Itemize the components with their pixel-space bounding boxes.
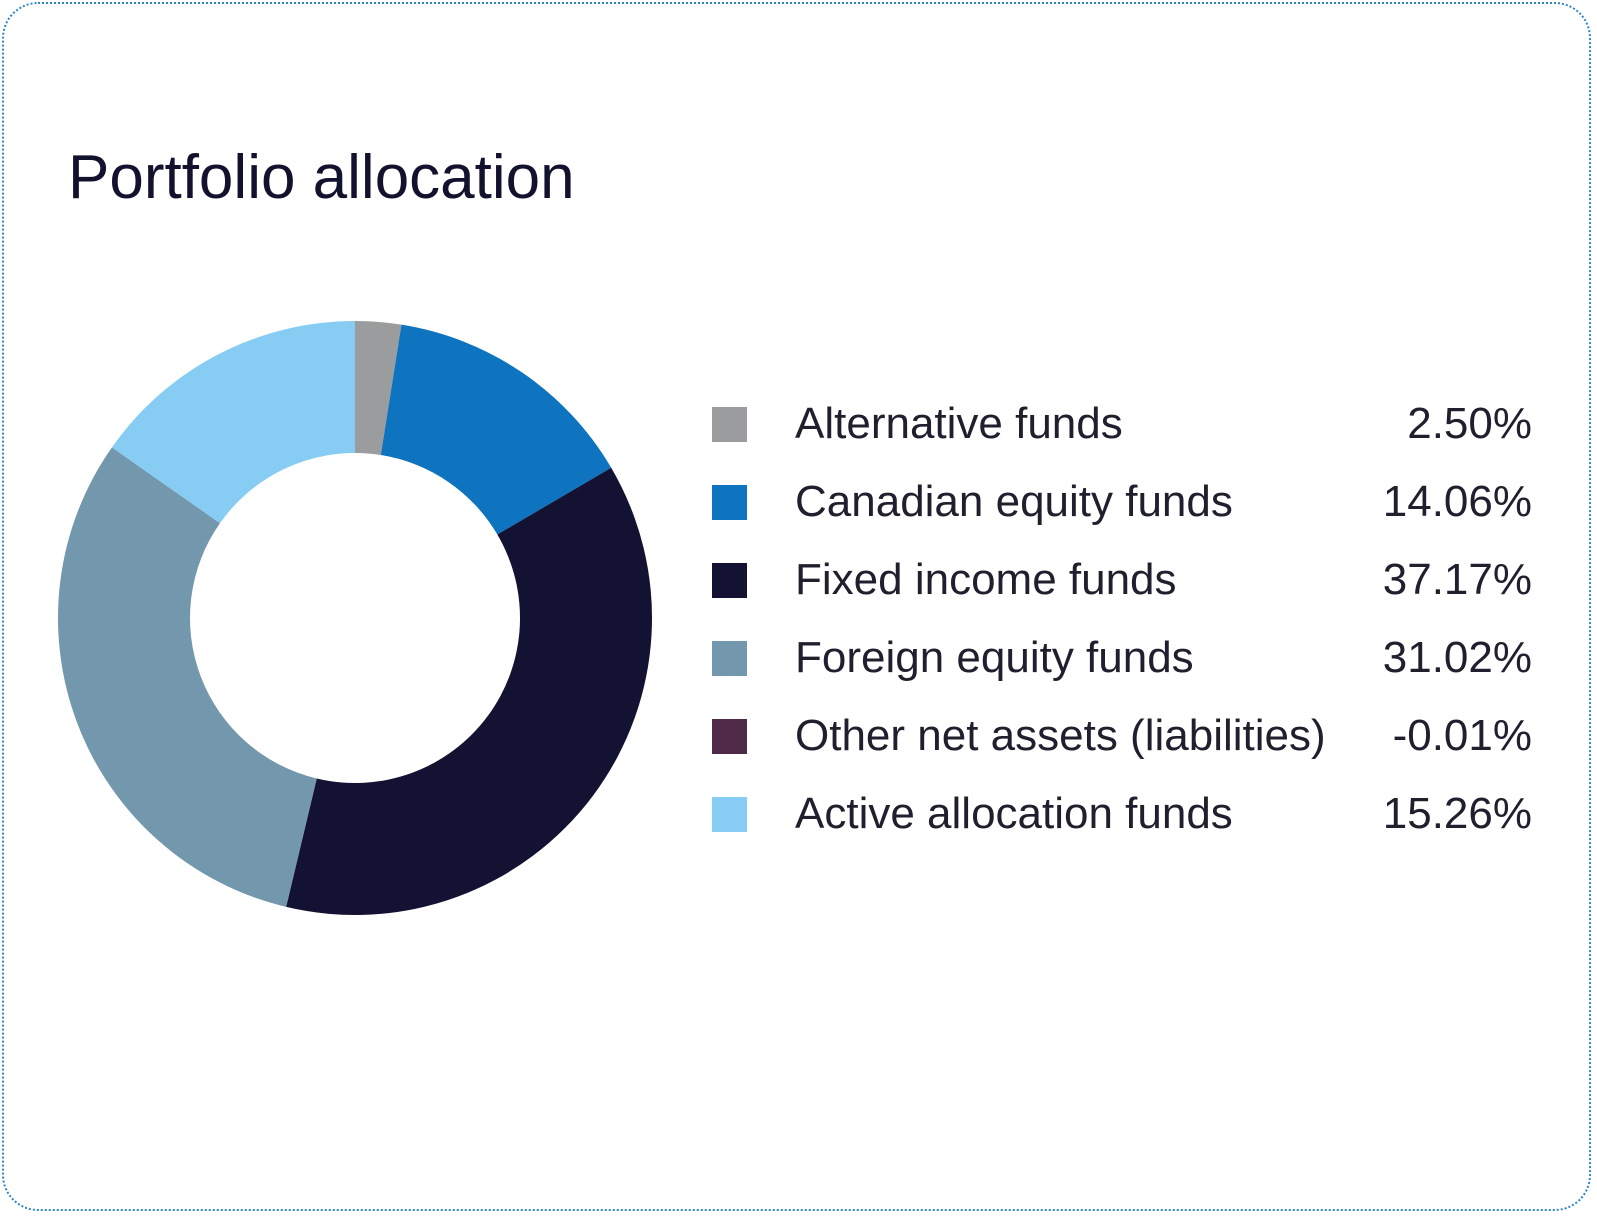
donut-slice-canadian-equity-funds: [380, 324, 612, 535]
legend-value: 37.17%: [1382, 555, 1532, 604]
legend-value: 31.02%: [1382, 633, 1532, 682]
donut-slice-foreign-equity-funds: [57, 447, 317, 907]
donut-slice-fixed-income-funds: [286, 467, 652, 915]
legend-swatch: [712, 640, 747, 676]
legend-label: Active allocation funds: [795, 789, 1233, 838]
legend-swatch: [712, 484, 747, 520]
legend-swatch: [712, 562, 747, 598]
legend-item: Alternative funds 2.50%: [712, 385, 1532, 463]
legend-value: 14.06%: [1382, 477, 1532, 526]
legend-label: Foreign equity funds: [795, 633, 1194, 682]
legend-value: 15.26%: [1382, 789, 1532, 838]
legend-label: Other net assets (liabilities): [795, 711, 1326, 760]
legend-item: Other net assets (liabilities) -0.01%: [712, 697, 1532, 775]
donut-slice-alternative-funds: [355, 321, 402, 456]
legend-label: Canadian equity funds: [795, 477, 1233, 526]
legend-item: Foreign equity funds 31.02%: [712, 619, 1532, 697]
legend: Alternative funds 2.50% Canadian equity …: [712, 385, 1532, 853]
legend-swatch: [712, 406, 747, 442]
legend-swatch: [712, 718, 747, 754]
legend-item: Active allocation funds 15.26%: [712, 775, 1532, 853]
legend-item: Fixed income funds 37.17%: [712, 541, 1532, 619]
legend-swatch: [712, 796, 747, 832]
chart-title: Portfolio allocation: [68, 143, 575, 212]
legend-label: Alternative funds: [795, 399, 1123, 448]
legend-item: Canadian equity funds 14.06%: [712, 463, 1532, 541]
donut-slice-active-allocation-funds: [111, 321, 355, 524]
legend-label: Fixed income funds: [795, 555, 1177, 604]
legend-value: 2.50%: [1407, 399, 1532, 448]
legend-value: -0.01%: [1392, 711, 1532, 760]
